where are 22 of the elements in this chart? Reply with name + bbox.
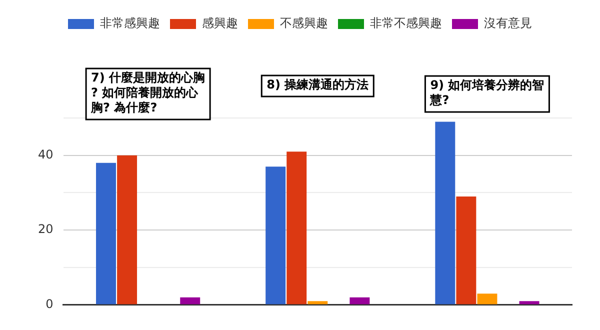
bar <box>456 196 476 304</box>
legend-label: 非常不感興趣 <box>370 16 442 30</box>
bar <box>117 155 138 304</box>
legend-label: 沒有意見 <box>484 16 532 30</box>
legend-label: 不感興趣 <box>280 16 328 30</box>
bar <box>477 294 498 304</box>
y-tick-label: 40 <box>38 147 54 162</box>
bar <box>350 297 370 304</box>
x-tick-label: 7) 什麼是開放的心胸? 如何陪養開放的心胸? 為什麼? <box>90 70 206 115</box>
bar <box>180 297 200 304</box>
bar <box>435 122 456 304</box>
bar <box>266 166 286 304</box>
bar <box>519 301 540 304</box>
bar <box>96 162 116 304</box>
y-tick-label: 0 <box>46 296 54 311</box>
bar <box>286 152 307 304</box>
x-tick-label: 8) 操練溝通的方法 <box>266 78 369 92</box>
legend-label: 感興趣 <box>202 16 238 30</box>
x-tick-label: 9) 如何培養分辨的智慧? <box>429 78 544 108</box>
y-tick-label: 20 <box>38 222 54 236</box>
legend-label: 非常感興趣 <box>100 16 160 30</box>
bar <box>308 301 328 304</box>
